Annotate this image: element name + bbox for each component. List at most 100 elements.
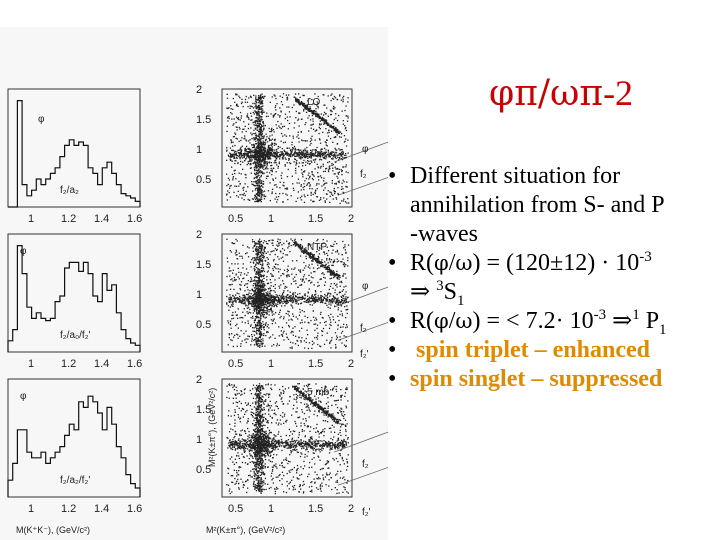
- scatter-point: [249, 167, 252, 169]
- scatter-point: [235, 251, 238, 253]
- scatter-point: [276, 345, 278, 347]
- scatter-point: [266, 279, 268, 281]
- scatter-point: [294, 245, 297, 247]
- scatter-point: [318, 246, 321, 249]
- scatter-point: [273, 114, 275, 116]
- scatter-point: [258, 117, 260, 119]
- scatter-point: [312, 277, 314, 279]
- scatter-point: [346, 309, 348, 311]
- scatter-point: [321, 119, 323, 121]
- scatter-point: [252, 312, 254, 314]
- scatter-point: [314, 337, 316, 339]
- scatter-point: [322, 153, 324, 155]
- scatter-point: [254, 249, 257, 251]
- scatter-point: [256, 288, 259, 290]
- scatter-point: [256, 119, 258, 121]
- scatter-point: [297, 293, 299, 295]
- scatter-point: [298, 337, 300, 339]
- scatter-point: [312, 179, 314, 181]
- scatter-point: [285, 333, 287, 335]
- scatter-point: [256, 111, 258, 113]
- scatter-point: [276, 240, 279, 243]
- scatter-point: [226, 125, 228, 127]
- scatter-point: [338, 274, 340, 276]
- scatter-point: [338, 299, 340, 302]
- scatter-point: [302, 153, 304, 155]
- scatter-point: [257, 190, 259, 192]
- scatter-point: [337, 129, 339, 131]
- scatter-point: [263, 164, 265, 166]
- scatter-point: [256, 111, 259, 114]
- scatter-point: [333, 98, 335, 100]
- scatter-point: [308, 107, 310, 110]
- scatter-point: [242, 277, 244, 280]
- scatter-point: [233, 153, 235, 155]
- scatter-point: [329, 292, 331, 295]
- scatter-point: [329, 323, 331, 326]
- scatter-point: [259, 179, 261, 181]
- scatter-point: [337, 324, 339, 326]
- scatter-point: [318, 151, 320, 153]
- scatter-point: [258, 174, 260, 177]
- scatter-point: [317, 297, 320, 299]
- scatter-point: [310, 276, 313, 278]
- scatter-point: [263, 151, 265, 153]
- scatter-point: [332, 260, 334, 263]
- scatter-point: [335, 284, 337, 286]
- scatter-point: [257, 268, 259, 270]
- scatter-point: [239, 156, 241, 158]
- scatter-point: [335, 157, 337, 160]
- scatter-point: [263, 125, 265, 127]
- scatter-point: [323, 147, 326, 149]
- scatter-point: [311, 112, 313, 114]
- scatter-point: [323, 184, 325, 186]
- scatter-point: [256, 113, 258, 116]
- scatter-point: [311, 171, 313, 173]
- scatter-point: [287, 301, 289, 303]
- scatter-point: [226, 173, 228, 175]
- scatter-point: [246, 286, 248, 288]
- scatter-point: [333, 283, 335, 285]
- scatter-point: [264, 297, 266, 299]
- scatter-point: [276, 244, 278, 246]
- scatter-point: [267, 156, 269, 158]
- scatter-point: [299, 255, 302, 257]
- scatter-point: [260, 140, 262, 142]
- scatter-point: [289, 155, 291, 157]
- scatter-point: [347, 296, 349, 298]
- scatter-point: [263, 314, 265, 316]
- scatter-point: [317, 258, 320, 260]
- scatter-point: [264, 284, 266, 286]
- scatter-point: [257, 290, 259, 292]
- scatter-point: [329, 261, 332, 263]
- scatter-point: [234, 144, 236, 147]
- scatter-point: [279, 116, 281, 118]
- scatter-point: [264, 95, 266, 97]
- scatter-point: [258, 150, 261, 152]
- scatter-point: [266, 149, 268, 151]
- scatter-point: [231, 242, 233, 244]
- scatter-point: [259, 182, 261, 185]
- scatter-point: [276, 343, 278, 345]
- scatter-point: [253, 177, 255, 180]
- scatter-point: [276, 199, 279, 201]
- scatter-point: [262, 151, 264, 154]
- scatter-point: [277, 298, 280, 301]
- scatter-point: [226, 194, 228, 196]
- scatter-point: [272, 275, 274, 277]
- scatter-point: [272, 149, 274, 151]
- scatter-point: [273, 290, 275, 292]
- scatter-point: [312, 155, 314, 157]
- scatter-point: [275, 171, 277, 173]
- scatter-point: [281, 158, 284, 160]
- scatter-point: [232, 97, 234, 100]
- scatter-point: [316, 101, 318, 103]
- scatter-point: [277, 155, 279, 157]
- scatter-point: [259, 166, 261, 169]
- scatter-point: [246, 101, 249, 103]
- scatter-point: [281, 96, 284, 99]
- scatter-point: [260, 171, 263, 174]
- scatter-point: [311, 257, 313, 259]
- scatter-point: [335, 131, 338, 133]
- scatter-point: [257, 189, 259, 191]
